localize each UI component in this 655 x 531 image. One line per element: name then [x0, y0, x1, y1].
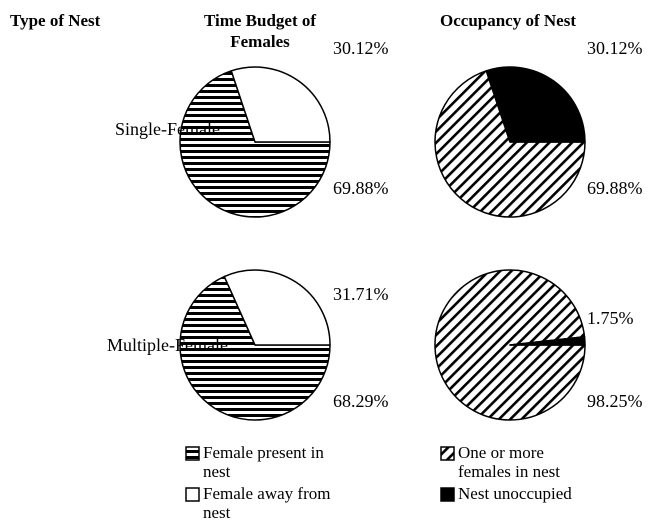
column-header: Time Budget of Females — [203, 11, 317, 51]
slice-label: 1.75% — [587, 308, 634, 328]
slice-label: 31.71% — [333, 284, 389, 304]
slice-label: 69.88% — [587, 178, 643, 198]
slice-label: 30.12% — [587, 38, 643, 58]
pie-slice — [485, 66, 586, 143]
pie-slice — [179, 275, 331, 421]
slice-label: 69.88% — [333, 178, 389, 198]
slice-label: 68.29% — [333, 391, 389, 411]
legend-label: One or more females in nest — [458, 443, 560, 481]
pie-slice — [179, 70, 331, 218]
column-header: Occupancy of Nest — [440, 11, 576, 30]
pie-slice — [223, 269, 331, 346]
row-label: Multiple-Female — [107, 335, 228, 355]
slice-label: 30.12% — [333, 38, 389, 58]
pie-slice — [434, 70, 586, 218]
row-label: Single-Female — [115, 119, 220, 139]
legend-swatch — [440, 446, 455, 461]
legend-label: Nest unoccupied — [458, 484, 572, 503]
pie-slice — [509, 336, 586, 346]
legend-swatch — [185, 487, 200, 502]
column-header: Type of Nest — [10, 11, 101, 30]
slice-label: 98.25% — [587, 391, 643, 411]
pie-slice — [230, 66, 331, 143]
legend-swatch — [440, 487, 455, 502]
legend-label: Female present in nest — [203, 443, 324, 481]
legend-swatch — [185, 446, 200, 461]
legend-label: Female away from nest — [203, 484, 331, 522]
